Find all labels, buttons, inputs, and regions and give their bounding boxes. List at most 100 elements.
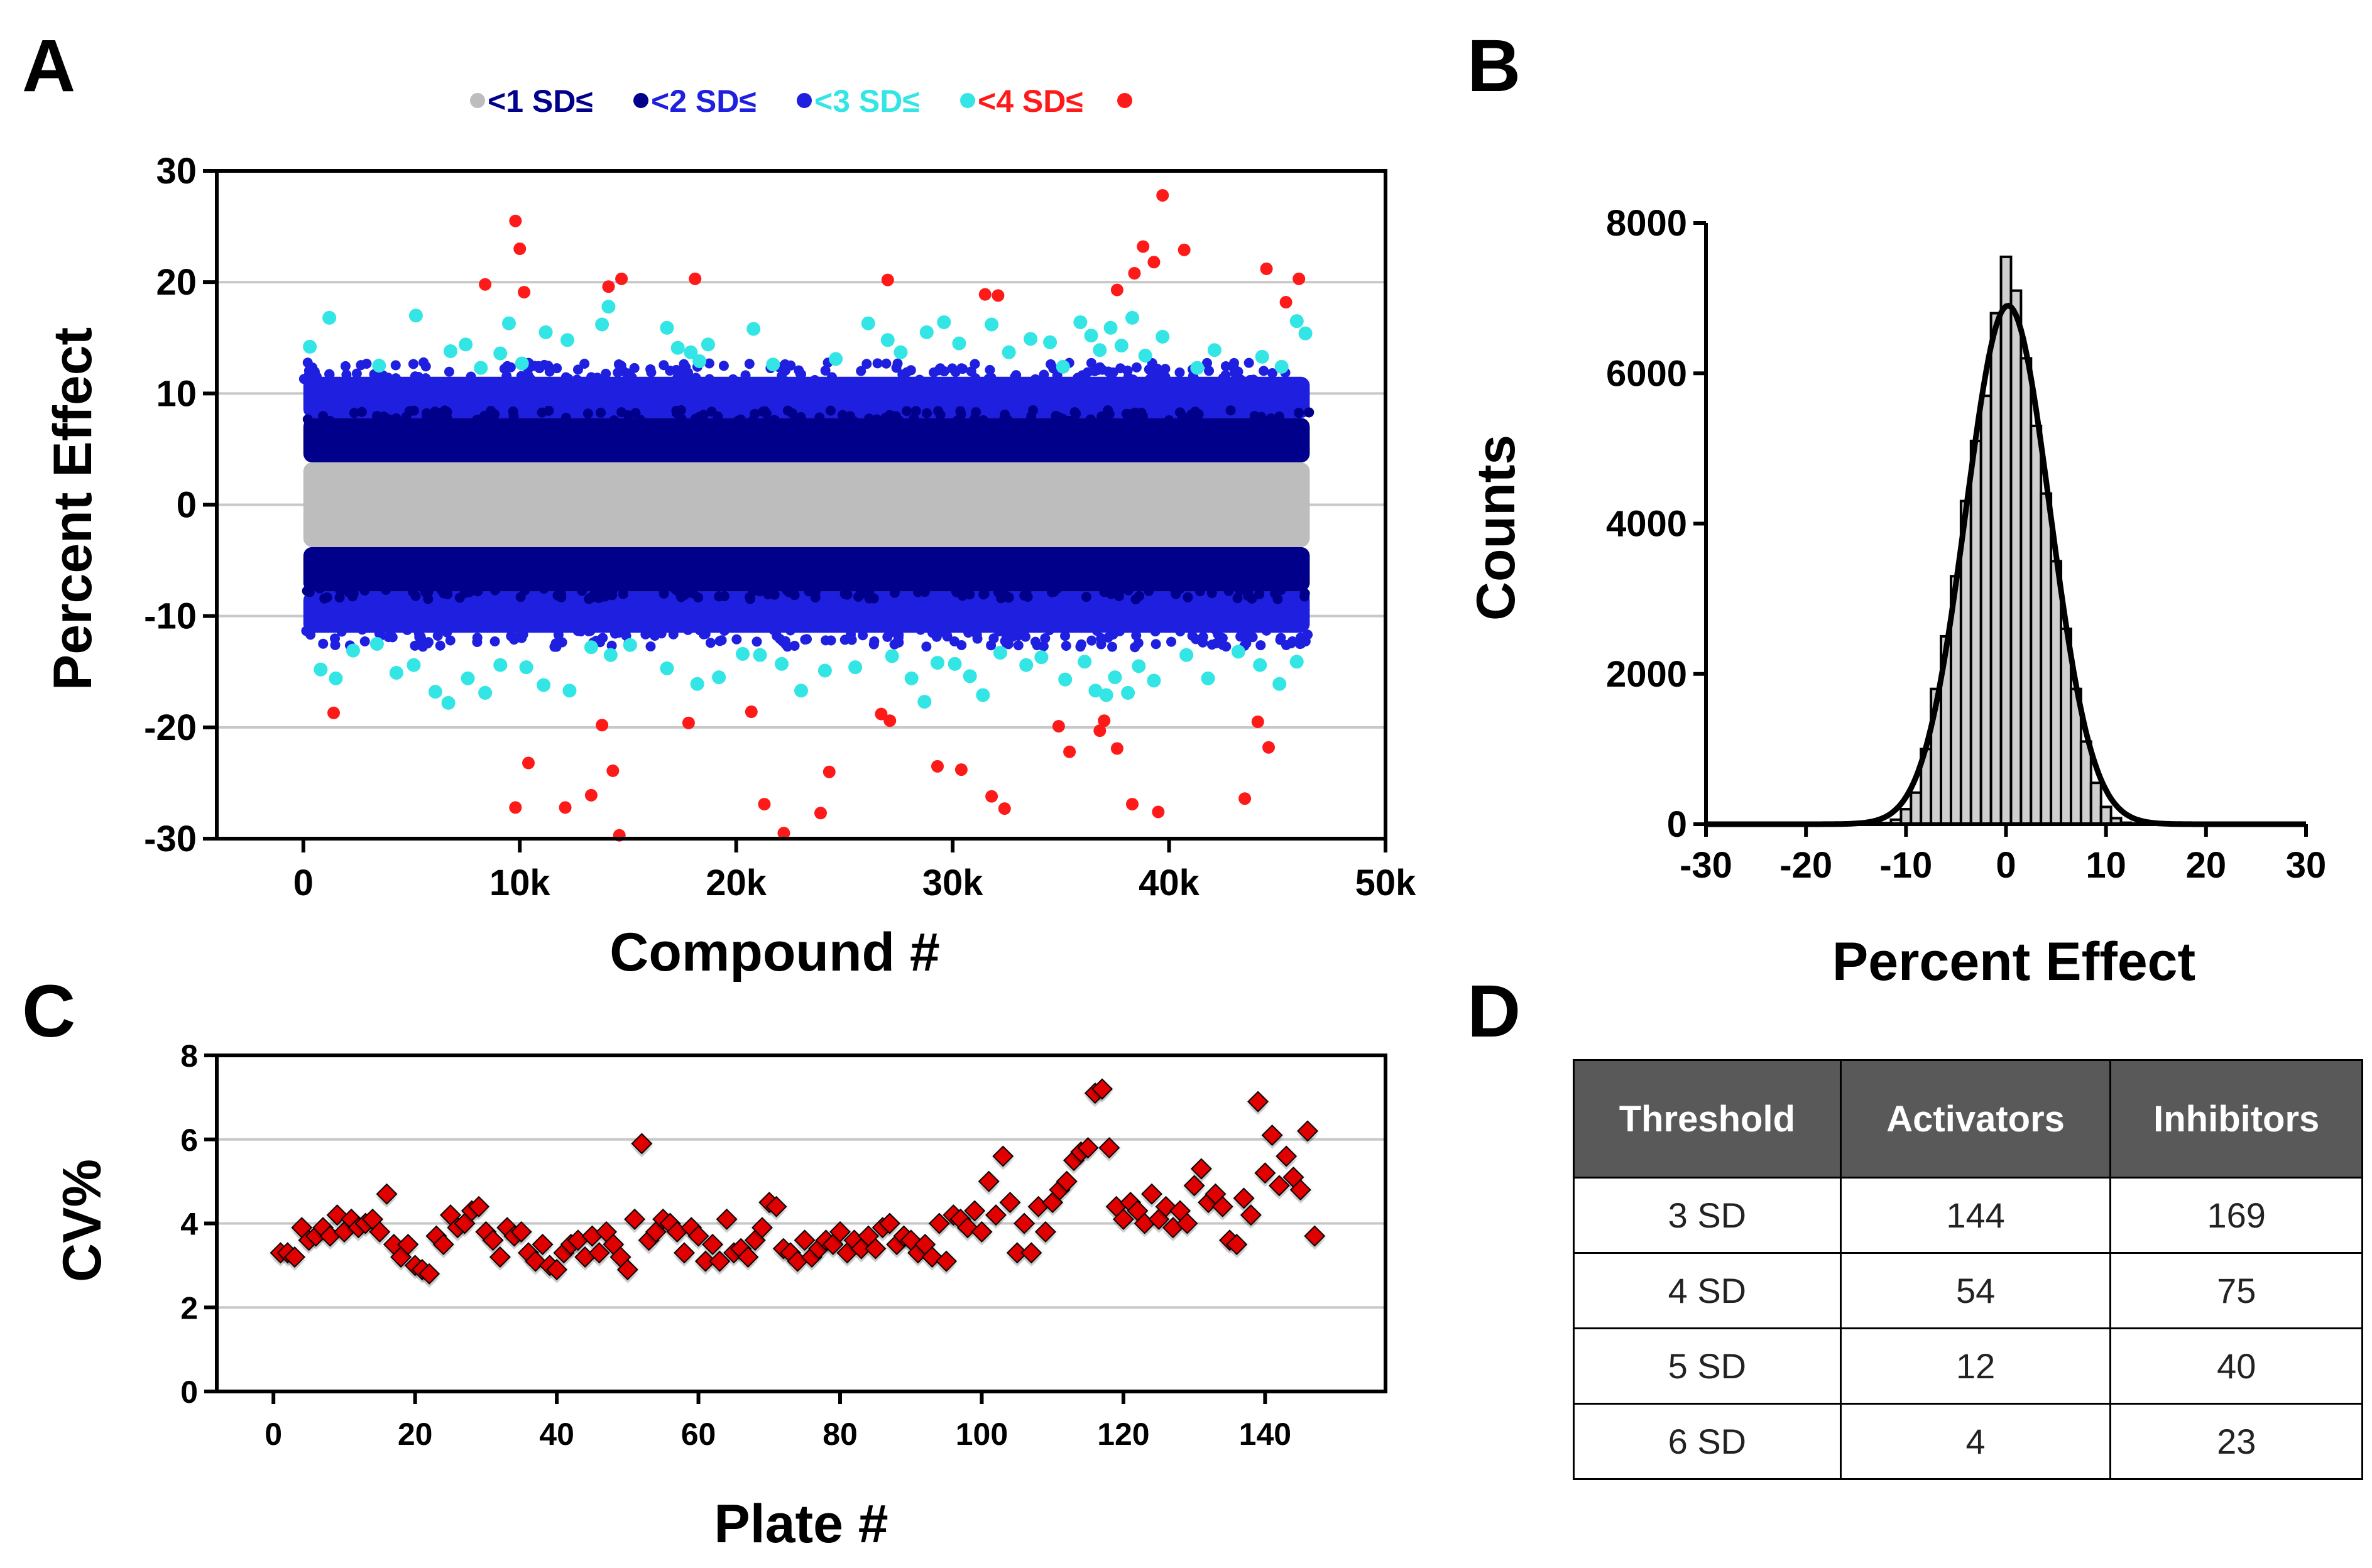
panel-a-point-4sd: [479, 278, 492, 291]
panel-a-edge-point: [844, 411, 855, 422]
panel-a-point-3sd: [1002, 345, 1016, 359]
panel-a-edge-point: [1054, 412, 1064, 423]
panel-a-point-3sd: [372, 359, 386, 373]
panel-c-xtick-label: 20: [398, 1417, 433, 1452]
panel-a-ytick-label: 30: [156, 151, 197, 192]
panel-a-point-3sd: [562, 683, 577, 698]
panel-c-xtick-label: 140: [1239, 1417, 1291, 1452]
panel-a-point-4sd: [1251, 715, 1264, 728]
panel-a-edge-point: [553, 629, 564, 640]
panel-a-edge-point: [1230, 368, 1240, 378]
panel-a-edge-point: [861, 359, 872, 369]
panel-c-point: [694, 1250, 716, 1272]
panel-a-edge-point: [869, 636, 880, 646]
panel-a-point-3sd: [1103, 320, 1118, 335]
panel-a-edge-point: [1166, 636, 1177, 647]
panel-a-point-3sd: [1132, 659, 1146, 673]
panel-a-edge-point: [769, 589, 780, 600]
panel-c-point: [1276, 1145, 1298, 1167]
panel-a-edge-point: [887, 411, 898, 422]
panel-a-point-4sd: [1293, 272, 1306, 285]
panel-a-edge-point: [1255, 640, 1266, 651]
panel-b-bar: [2050, 560, 2063, 825]
panel-a-edge-point: [820, 365, 831, 376]
panel-a-edge-point: [785, 360, 796, 371]
panel-a-edge-point: [646, 367, 657, 378]
panel-a-point-3sd: [948, 656, 962, 671]
table-row: 5 SD 12 40: [1573, 1327, 2363, 1405]
panel-b-bar: [2019, 357, 2033, 825]
panel-a-ytick-label: -20: [144, 707, 197, 748]
panel-a-edge-point: [740, 370, 751, 381]
panel-a-edge-point: [322, 592, 332, 602]
panel-a-point-3sd: [1056, 359, 1070, 374]
panel-c-point: [1247, 1091, 1269, 1113]
panel-a-edge-point: [1150, 639, 1161, 650]
panel-a-edge-point: [408, 359, 418, 369]
panel-a-edge-point: [1115, 626, 1125, 636]
panel-a-edge-point: [837, 410, 848, 420]
panel-a-scatter: -30 -20 -10 0 10 20 30 0 10k 20k 30k 40k 50k Percent…: [43, 151, 1416, 983]
panel-a-edge-point: [489, 585, 500, 596]
panel-a-xlabel: Compound #: [609, 922, 940, 983]
panel-a-edge-point: [439, 588, 449, 599]
panel-a-point-3sd: [474, 361, 488, 375]
panel-a-point-4sd: [615, 272, 628, 285]
panel-a-edge-point: [910, 406, 921, 416]
panel-a-point-3sd: [794, 683, 808, 698]
panel-a-edge-point: [718, 361, 729, 371]
table-cell: 169: [2109, 1177, 2363, 1254]
panel-a-xtick-label: 0: [293, 863, 314, 903]
panel-a-point-3sd: [369, 636, 384, 651]
table-row: 4 SD 54 75: [1573, 1252, 2363, 1329]
panel-a-edge-point: [572, 374, 582, 385]
panel-a-edge-point: [731, 634, 742, 645]
panel-c-point: [978, 1170, 1000, 1192]
panel-b-histogram: 0 2000 4000 6000 8000 -30 -20 -10 0 10 20 30 Counts…: [1466, 203, 2326, 992]
panel-a-point-3sd: [515, 356, 529, 371]
table-cell: 75: [2109, 1252, 2363, 1329]
panel-a-point-3sd: [1255, 349, 1269, 364]
panel-a-point-3sd: [1272, 677, 1287, 691]
panel-a-edge-point: [1254, 589, 1265, 599]
table-cell: 6 SD: [1573, 1403, 1842, 1480]
panel-a-point-3sd: [1231, 645, 1245, 659]
panel-c-point: [865, 1238, 887, 1260]
panel-a-edge-point: [897, 369, 908, 380]
panel-a-ylabel: Percent Effect: [43, 327, 103, 690]
panel-a-point-3sd: [601, 300, 616, 314]
panel-c-ytick-label: 4: [180, 1207, 198, 1242]
panel-a-ytick-label: 0: [177, 485, 197, 526]
panel-c-point: [616, 1259, 638, 1281]
panel-a-point-4sd: [978, 288, 992, 301]
panel-a-edge-point: [970, 413, 980, 424]
panel-a-edge-point: [671, 405, 682, 416]
panel-a-edge-point: [956, 640, 967, 651]
panel-a-point-3sd: [931, 656, 944, 670]
panel-a-edge-point: [594, 592, 605, 603]
panel-a-edge-point: [842, 589, 853, 600]
panel-b-bar: [2099, 805, 2112, 825]
panel-c-point: [468, 1195, 490, 1217]
panel-a-edge-point: [1201, 357, 1212, 368]
panel-a-edge-point: [785, 625, 795, 636]
panel-a-point-3sd: [1201, 671, 1215, 685]
panel-c-xtick-label: 0: [265, 1417, 282, 1452]
panel-a-edge-point: [1131, 362, 1142, 373]
panel-a-edge-point: [472, 633, 483, 643]
panel-c-point: [878, 1212, 900, 1234]
panel-a-point-3sd: [753, 648, 767, 662]
panel-a-edge-point: [985, 364, 995, 375]
panel-a-point-4sd: [1152, 805, 1165, 819]
panel-c-point: [369, 1221, 391, 1243]
panel-a-edge-point: [751, 636, 762, 647]
panel-a-edge-point: [489, 636, 500, 647]
panel-b-bar: [1969, 439, 1982, 825]
panel-a-edge-point: [1194, 586, 1205, 597]
panel-a-point-band: [303, 547, 1310, 592]
panel-a-point-3sd: [1034, 650, 1049, 665]
panel-a-edge-point: [755, 586, 765, 597]
panel-a-edge-point: [972, 633, 983, 644]
panel-a-edge-point: [550, 638, 561, 649]
panel-a-edge-point: [1143, 583, 1154, 594]
